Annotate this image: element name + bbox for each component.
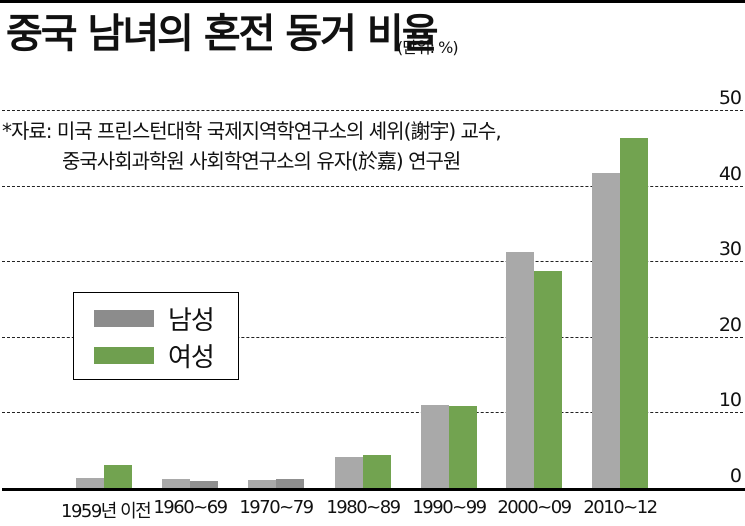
bar-male [421,405,449,488]
gridline [2,186,743,187]
gridline [2,110,743,111]
bar-male [162,479,190,488]
x-tick-label: 2000~09 [497,497,572,518]
bar-male [76,478,104,488]
bar-female [190,481,218,488]
y-tick-label: 30 [718,238,742,260]
legend-item-female: 여성 [94,340,215,373]
gridline [2,337,743,338]
x-tick-label: 1970~79 [239,497,314,518]
legend-label-male: 남성 [168,305,215,336]
bar-female [276,479,304,488]
legend: 남성 여성 [73,292,239,380]
x-tick-label: 2010~12 [583,497,658,518]
bar-female [104,465,132,488]
x-tick-label: 1990~99 [412,497,487,518]
gridline [2,412,743,413]
legend-label-female: 여성 [168,342,215,373]
bar-female [620,138,648,488]
bar-male [592,173,620,488]
bar-female [363,455,391,488]
x-axis-line [2,488,745,491]
y-tick-label: 40 [718,163,742,185]
legend-swatch-male [94,309,154,327]
source-line-2: 중국사회과학원 사회학연구소의 유자(於嘉) 연구원 [62,149,461,173]
legend-item-male: 남성 [94,303,215,336]
y-tick-label: 20 [718,314,742,336]
gridline [2,261,743,262]
bar-male [506,252,534,488]
bar-male [248,480,276,488]
x-tick-label: 1960~69 [153,497,228,518]
top-rule [0,0,745,3]
bar-female [449,406,477,488]
bar-male [335,457,363,488]
y-tick-label: 10 [718,389,742,411]
y-tick-label: 0 [729,465,742,487]
legend-swatch-female [94,346,154,364]
x-tick-label: 1959년 이전 [61,501,152,522]
y-tick-label: 50 [718,87,742,109]
chart-title: 중국 남녀의 혼전 동거 비율 [6,11,439,57]
source-note: *자료: 미국 프린스턴대학 국제지역학연구소의 셰위(謝宇) 교수, 중국사회… [2,116,502,176]
bar-female [534,271,562,488]
source-line-1: *자료: 미국 프린스턴대학 국제지역학연구소의 셰위(謝宇) 교수, [2,119,502,143]
unit-label: (단위: %) [397,38,459,57]
x-tick-label: 1980~89 [326,497,401,518]
